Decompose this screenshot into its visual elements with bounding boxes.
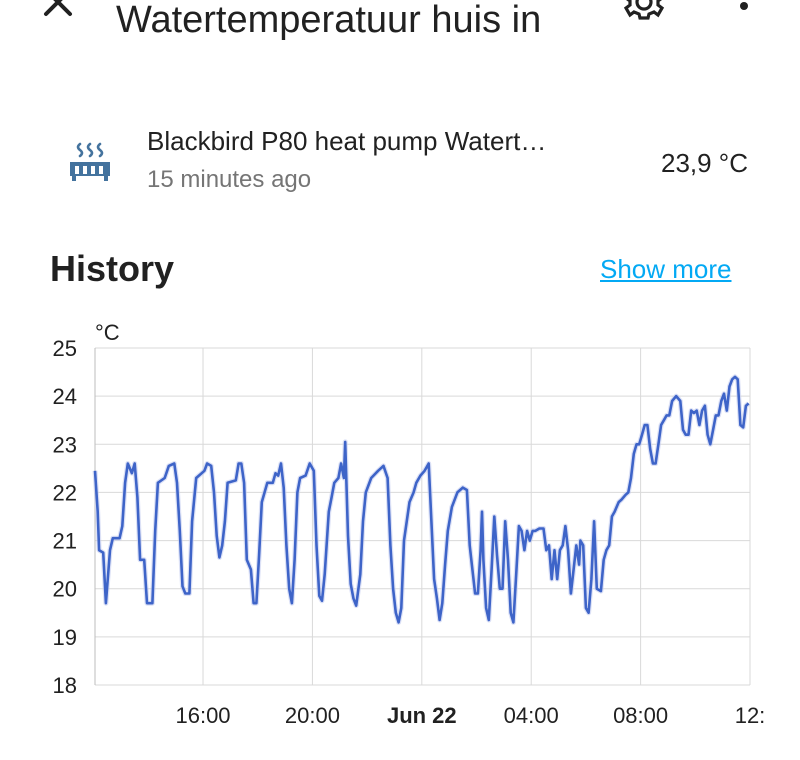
x-tick-label: 08:00 — [613, 703, 668, 728]
settings-button[interactable] — [622, 0, 666, 24]
radiator-icon — [70, 142, 110, 181]
show-more-link[interactable]: Show more — [600, 254, 732, 284]
y-tick-label: 18 — [53, 673, 77, 698]
more-options-button[interactable] — [730, 0, 758, 22]
x-tick-label: 20:00 — [285, 703, 340, 728]
x-tick-label: Jun 22 — [387, 703, 457, 728]
entity-name: Blackbird P80 heat pump Watert… — [147, 126, 547, 156]
history-chart-svg: 18 19 20 21 22 23 24 25 16:00 20:00 Jun 22 04:00 08:… — [53, 320, 766, 728]
x-tick-label: 16:00 — [175, 703, 230, 728]
y-tick-label: 19 — [53, 625, 77, 650]
y-tick-label: 20 — [53, 577, 77, 602]
y-axis-unit-label: °C — [95, 320, 120, 345]
x-tick-label: 04:00 — [504, 703, 559, 728]
y-tick-label: 25 — [53, 336, 77, 361]
y-tick-label: 23 — [53, 432, 77, 457]
history-chart[interactable]: 18 19 20 21 22 23 24 25 16:00 20:00 Jun 22 04:00 08:… — [0, 300, 800, 755]
y-tick-label: 21 — [53, 529, 77, 554]
history-heading: History — [50, 248, 175, 289]
dialog-title: Watertemperatuur huis in — [116, 0, 542, 41]
series-line — [93, 375, 750, 624]
dialog-header: Watertemperatuur huis in — [0, 0, 800, 60]
y-tick-label: 22 — [53, 480, 77, 505]
close-button[interactable] — [40, 0, 76, 22]
entity-last-changed: 15 minutes ago — [147, 166, 312, 193]
entity-row[interactable]: Blackbird P80 heat pump Watert… 15 minut… — [0, 112, 800, 212]
gear-icon — [623, 0, 665, 20]
y-tick-label: 24 — [53, 384, 77, 409]
close-icon — [44, 0, 72, 16]
x-tick-label: 12: — [735, 703, 766, 728]
entity-state: 23,9 °C — [660, 148, 748, 178]
dots-vertical-icon — [740, 2, 748, 10]
entity-icon-wrapper — [66, 140, 114, 188]
